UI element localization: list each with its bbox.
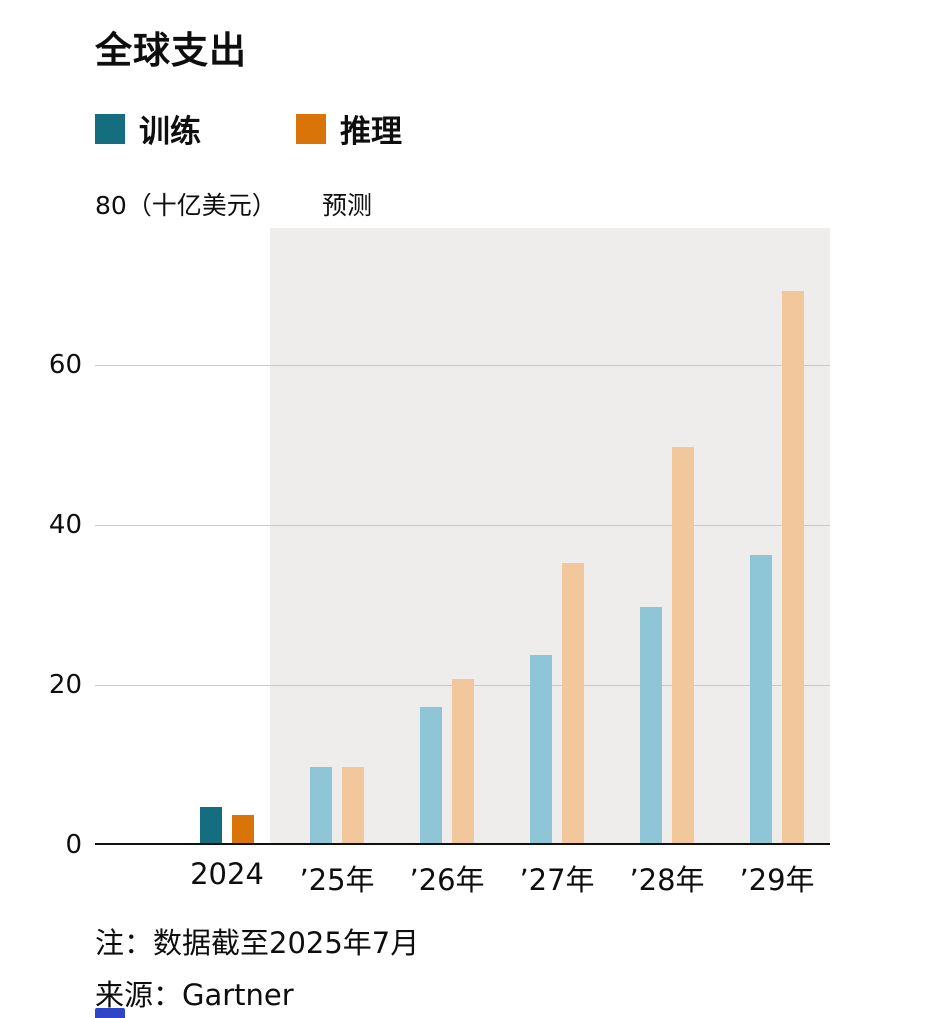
x-axis-line xyxy=(95,843,830,845)
y-tick-label-0: 0 xyxy=(65,830,82,860)
bar-inference-’28年 xyxy=(672,447,694,843)
x-tick-label-’25年: ’25年 xyxy=(299,863,375,897)
brand-mark xyxy=(95,1008,125,1018)
x-tick-label-’26年: ’26年 xyxy=(409,863,485,897)
inference-legend-label: 推理 xyxy=(340,114,402,150)
bar-training-’25年 xyxy=(310,767,332,843)
x-tick-label-’28年: ’28年 xyxy=(629,863,705,897)
legend-item-inference: 推理 xyxy=(296,106,402,151)
inference-color-swatch xyxy=(296,113,326,144)
legend-item-training: 训练 xyxy=(95,106,201,151)
bar-inference-’25年 xyxy=(342,767,364,843)
plot-area: 0 20 40 60 2024 ’25年 ’26年 ’27年 ’28年 ’29年 xyxy=(49,205,830,897)
bar-training-’27年 xyxy=(530,655,552,843)
legend: 训练 推理 xyxy=(95,106,402,151)
gridline-40 xyxy=(95,525,830,526)
y-tick-label-20: 20 xyxy=(48,670,82,700)
bar-inference-’26年 xyxy=(452,679,474,843)
bar-training-’28年 xyxy=(640,607,662,843)
bar-inference-2024 xyxy=(232,815,254,843)
source-text: 来源：Gartner xyxy=(95,978,294,1012)
note-text: 注：数据截至2025年7月 xyxy=(95,926,420,960)
forecast-label: 预测 xyxy=(322,191,373,220)
x-tick-label-’27年: ’27年 xyxy=(519,863,595,897)
bar-training-2024 xyxy=(200,807,222,843)
y-axis-unit-label: 80（十亿美元） xyxy=(95,191,277,220)
training-legend-label: 训练 xyxy=(139,114,201,150)
bar-training-’26年 xyxy=(420,707,442,843)
x-tick-label-’29年: ’29年 xyxy=(739,863,815,897)
bar-inference-’27年 xyxy=(562,563,584,843)
x-tick-label-2024: 2024 xyxy=(190,857,264,891)
y-tick-label-60: 60 xyxy=(48,350,82,380)
bar-training-’29年 xyxy=(750,555,772,843)
chart-title: 全球支出 xyxy=(95,29,247,72)
gridline-60 xyxy=(95,365,830,366)
y-tick-label-40: 40 xyxy=(48,510,82,540)
training-color-swatch xyxy=(95,113,125,144)
bar-inference-’29年 xyxy=(782,291,804,843)
